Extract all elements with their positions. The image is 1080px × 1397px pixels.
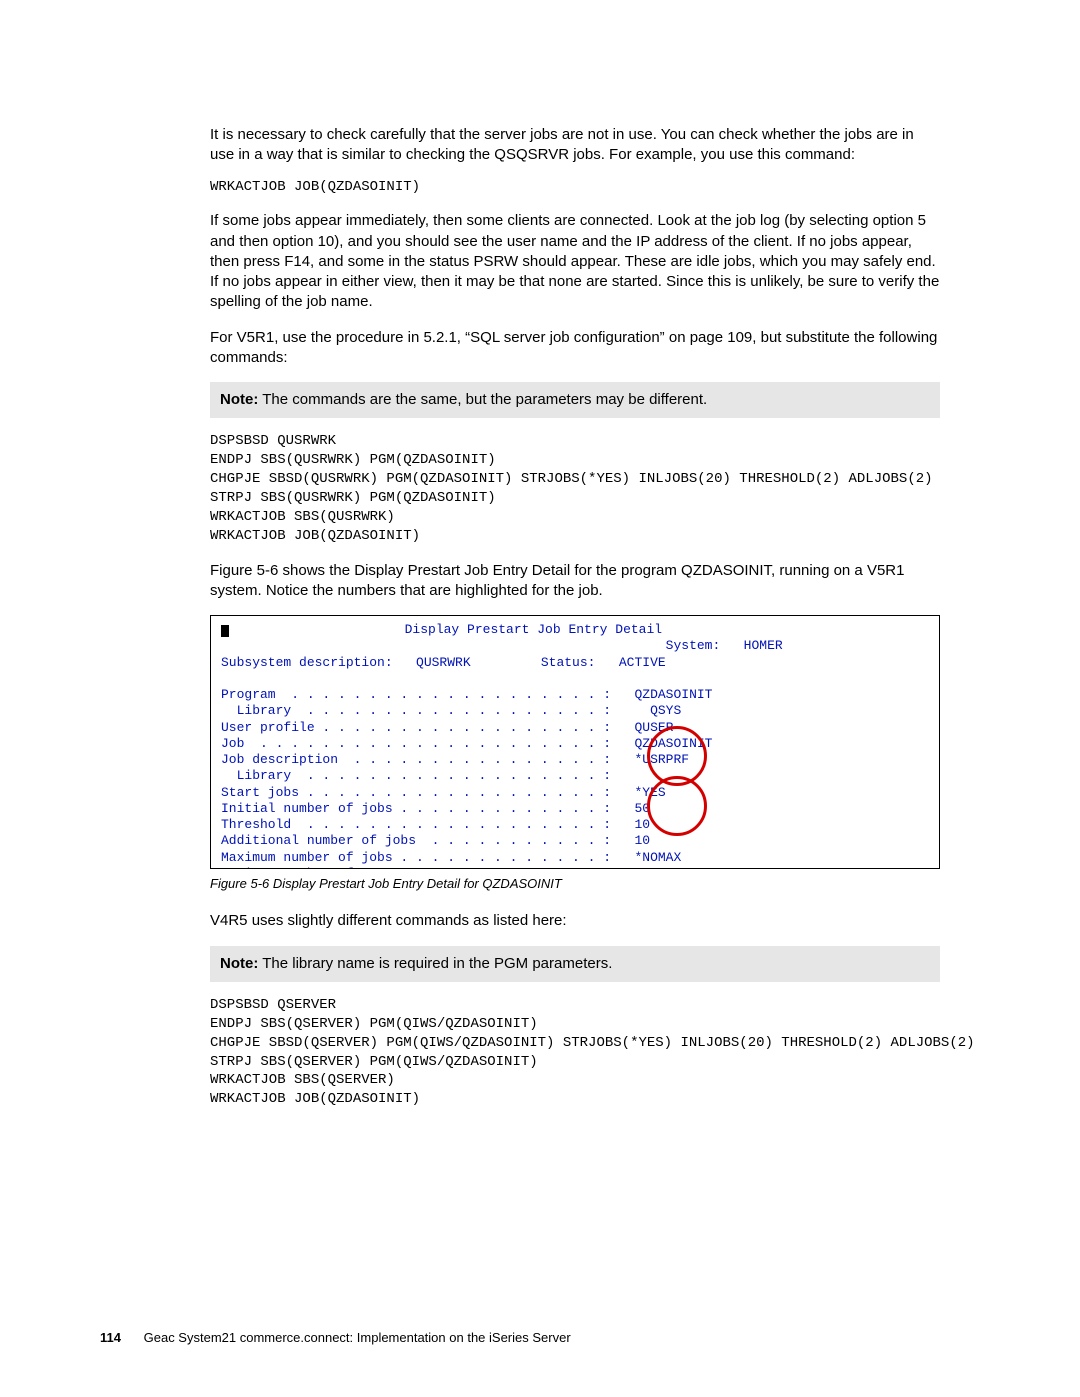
code-block-3: DSPSBSD QSERVER ENDPJ SBS(QSERVER) PGM(Q… — [210, 996, 940, 1109]
paragraph-1: It is necessary to check carefully that … — [210, 125, 940, 166]
page-number: 114 — [100, 1329, 140, 1347]
page-footer: 114 Geac System21 commerce.connect: Impl… — [100, 1329, 960, 1347]
code-block-2: DSPSBSD QUSRWRK ENDPJ SBS(QUSRWRK) PGM(Q… — [210, 432, 940, 545]
terminal-screenshot: Display Prestart Job Entry Detail System… — [210, 615, 940, 869]
paragraph-4: Figure 5-6 shows the Display Prestart Jo… — [210, 561, 940, 602]
paragraph-3: For V5R1, use the procedure in 5.2.1, “S… — [210, 328, 940, 369]
note-box-1: Note: The commands are the same, but the… — [210, 382, 940, 418]
paragraph-2: If some jobs appear immediately, then so… — [210, 211, 940, 312]
note-1-label: Note: — [220, 391, 258, 408]
paragraph-5: V4R5 uses slightly different commands as… — [210, 911, 940, 931]
figure-caption: Figure 5-6 Display Prestart Job Entry De… — [210, 875, 940, 893]
note-2-text: The library name is required in the PGM … — [258, 955, 612, 972]
note-1-text: The commands are the same, but the param… — [258, 391, 707, 408]
book-title: Geac System21 commerce.connect: Implemen… — [144, 1330, 571, 1345]
code-block-1: WRKACTJOB JOB(QZDASOINIT) — [210, 178, 940, 197]
note-2-label: Note: — [220, 955, 258, 972]
page: It is necessary to check carefully that … — [0, 0, 1080, 1397]
note-box-2: Note: The library name is required in th… — [210, 946, 940, 982]
